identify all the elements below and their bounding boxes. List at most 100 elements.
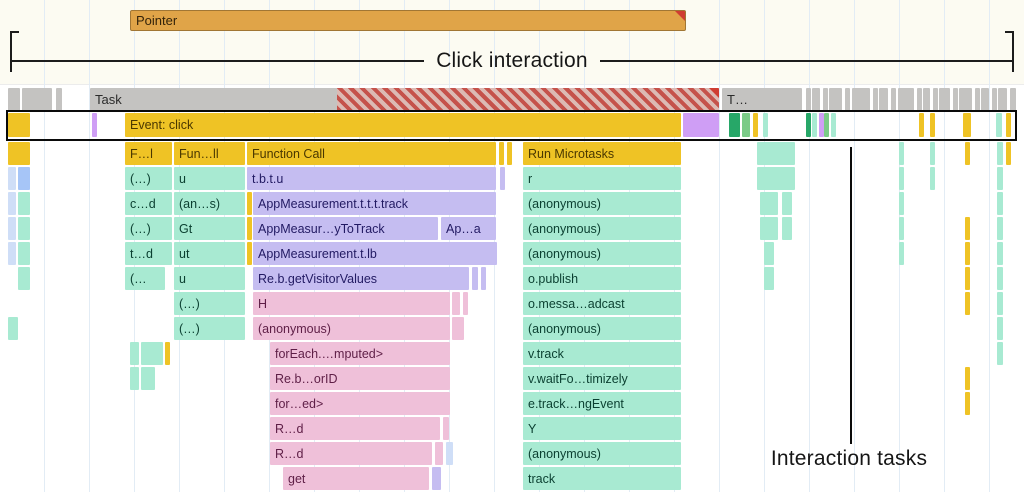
bar-frame[interactable]: (…) bbox=[125, 217, 172, 240]
bar-fragment[interactable] bbox=[463, 292, 468, 315]
bar-fragment[interactable] bbox=[247, 217, 252, 240]
bar-fragment[interactable] bbox=[742, 113, 750, 137]
bar-u[interactable]: u bbox=[174, 167, 245, 190]
bar-an-s[interactable]: (an…s) bbox=[174, 192, 245, 215]
bar-fragment[interactable] bbox=[845, 88, 850, 111]
bar-fragment[interactable] bbox=[782, 217, 792, 240]
bar-fragment[interactable] bbox=[879, 88, 888, 111]
bar-v-track[interactable]: v.track bbox=[523, 342, 681, 365]
bar-re-b-getvisitorvalues[interactable]: Re.b.getVisitorValues bbox=[253, 267, 469, 290]
bar-event-click[interactable]: Event: click bbox=[125, 113, 681, 137]
bar-fragment[interactable] bbox=[965, 142, 970, 165]
bar-anonymous[interactable]: (anonymous) bbox=[523, 217, 681, 240]
bar-anonymous[interactable]: (anonymous) bbox=[523, 192, 681, 215]
bar-fragment[interactable] bbox=[898, 88, 914, 111]
bar-fragment[interactable] bbox=[831, 113, 836, 137]
bar-appmeasurement-t-t-t-track[interactable]: AppMeasurement.t.t.t.track bbox=[253, 192, 496, 215]
bar-fragment[interactable] bbox=[997, 142, 1003, 165]
bar-t-b-t-u[interactable]: t.b.t.u bbox=[247, 167, 496, 190]
bar-fragment[interactable] bbox=[452, 317, 464, 340]
bar-task[interactable]: Task bbox=[90, 88, 719, 111]
bar-gt[interactable]: Gt bbox=[174, 217, 245, 240]
bar-fragment[interactable] bbox=[939, 88, 950, 111]
interaction-tasks-annotation-label[interactable]: Interaction tasks bbox=[770, 447, 928, 470]
bar-fragment[interactable] bbox=[432, 467, 441, 490]
bar-fragment[interactable] bbox=[824, 113, 829, 137]
bar-fragment[interactable] bbox=[499, 142, 504, 165]
bar-fragment[interactable] bbox=[975, 88, 980, 111]
click-interaction-annotation[interactable]: Click interaction bbox=[10, 47, 1014, 74]
bar-fragment[interactable] bbox=[18, 267, 30, 290]
bar-fragment[interactable] bbox=[992, 88, 997, 111]
bar-fragment[interactable] bbox=[965, 292, 970, 315]
bar-e-track-ngevent[interactable]: e.track…ngEvent bbox=[523, 392, 681, 415]
bar-fragment[interactable] bbox=[997, 267, 1003, 290]
bar-fragment[interactable] bbox=[141, 342, 163, 365]
bar-fragment[interactable] bbox=[446, 442, 453, 465]
bar-fragment[interactable] bbox=[873, 88, 878, 111]
bar-fragment[interactable] bbox=[981, 88, 989, 111]
bar-frame[interactable]: (…) bbox=[174, 292, 245, 315]
bar-fragment[interactable] bbox=[812, 113, 817, 137]
bar-fragment[interactable] bbox=[965, 217, 970, 240]
bar-fragment[interactable] bbox=[998, 88, 1007, 111]
bar-anonymous[interactable]: (anonymous) bbox=[523, 442, 681, 465]
bar-v-waitfo-timizely[interactable]: v.waitFo…timizely bbox=[523, 367, 681, 390]
bar-fragment[interactable] bbox=[819, 113, 824, 137]
bar-fragment[interactable] bbox=[247, 192, 252, 215]
bar-appmeasur-ytotrack[interactable]: AppMeasur…yToTrack bbox=[253, 217, 438, 240]
bar-fragment[interactable] bbox=[997, 217, 1003, 240]
interaction-pointer-bar[interactable]: Pointer bbox=[130, 10, 686, 31]
bar-fragment[interactable] bbox=[891, 88, 896, 111]
bar-h[interactable]: H bbox=[253, 292, 450, 315]
bar-fragment[interactable] bbox=[1006, 142, 1011, 165]
bar-fragment[interactable] bbox=[8, 142, 30, 165]
bar-fragment[interactable] bbox=[997, 242, 1003, 265]
bar-fragment[interactable] bbox=[965, 242, 970, 265]
bar-foreach-mputed[interactable]: forEach.…mputed> bbox=[270, 342, 450, 365]
bar-fragment[interactable] bbox=[997, 167, 1003, 190]
bar-fragment[interactable] bbox=[933, 88, 938, 111]
bar-anonymous[interactable]: (anonymous) bbox=[523, 317, 681, 340]
bar-fragment[interactable] bbox=[917, 88, 922, 111]
bar-fragment[interactable] bbox=[481, 267, 486, 290]
bar-fragment[interactable] bbox=[965, 267, 970, 290]
bar-fragment[interactable] bbox=[959, 88, 972, 111]
bar-u[interactable]: u bbox=[174, 267, 245, 290]
bar-function-call[interactable]: Function Call bbox=[247, 142, 496, 165]
bar-fragment[interactable] bbox=[452, 292, 460, 315]
bar-fragment[interactable] bbox=[997, 342, 1003, 365]
bar-fragment[interactable] bbox=[930, 113, 935, 137]
bar-fragment[interactable] bbox=[753, 113, 758, 137]
bar-fragment[interactable] bbox=[443, 417, 449, 440]
bar-fragment[interactable] bbox=[812, 88, 820, 111]
bar-fragment[interactable] bbox=[8, 167, 16, 190]
bar-anonymous[interactable]: (anonymous) bbox=[253, 317, 450, 340]
bar-fragment[interactable] bbox=[899, 217, 904, 240]
bar-fragment[interactable] bbox=[965, 392, 970, 415]
bar-fragment[interactable] bbox=[930, 142, 935, 165]
bar-fragment[interactable] bbox=[930, 167, 935, 190]
bar-fragment[interactable] bbox=[472, 267, 478, 290]
bar-track[interactable]: track bbox=[523, 467, 681, 490]
bar-anonymous[interactable]: (anonymous) bbox=[523, 242, 681, 265]
bar-r-d[interactable]: R…d bbox=[270, 442, 432, 465]
bar-fragment[interactable] bbox=[18, 192, 30, 215]
bar-fragment[interactable] bbox=[963, 113, 971, 137]
bar-fragment[interactable] bbox=[764, 267, 774, 290]
bar-ut[interactable]: ut bbox=[174, 242, 245, 265]
bar-fragment[interactable] bbox=[500, 167, 505, 190]
bar-get[interactable]: get bbox=[283, 467, 429, 490]
bar-fragment[interactable] bbox=[823, 88, 828, 111]
bar-fragment[interactable] bbox=[8, 317, 18, 340]
bar-fragment[interactable] bbox=[763, 113, 768, 137]
bar-appmeasurement-t-lb[interactable]: AppMeasurement.t.lb bbox=[253, 242, 497, 265]
bar-fragment[interactable] bbox=[247, 242, 252, 265]
bar-fragment[interactable] bbox=[829, 88, 842, 111]
bar-o-publish[interactable]: o.publish bbox=[523, 267, 681, 290]
bar-o-messa-adcast[interactable]: o.messa…adcast bbox=[523, 292, 681, 315]
bar-fragment[interactable] bbox=[8, 242, 16, 265]
bar-fragment[interactable] bbox=[760, 192, 778, 215]
bar-fragment[interactable] bbox=[435, 442, 443, 465]
bar-fragment[interactable] bbox=[806, 113, 811, 137]
